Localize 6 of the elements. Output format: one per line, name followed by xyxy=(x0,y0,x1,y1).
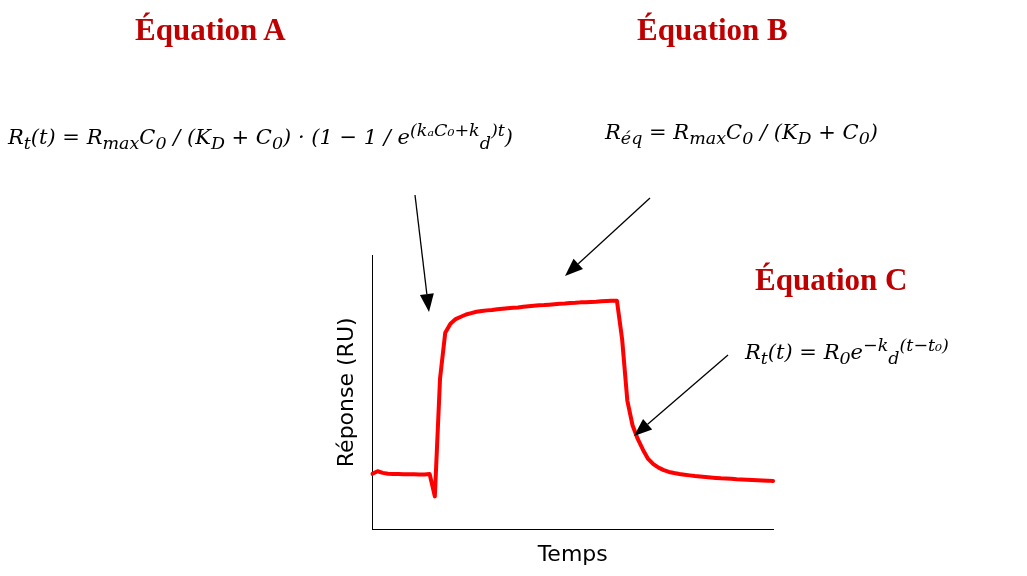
text: R$_{éq}$ = R$_{max}$C$_{0}$ / (K$_{D}$ + C$_{0}$) xyxy=(605,120,878,149)
x-axis-title: Temps xyxy=(536,540,608,566)
text: Équation A xyxy=(135,12,286,48)
text: Équation B xyxy=(637,12,788,48)
y-axis-title: Réponse (RU) xyxy=(332,317,358,468)
text: Équation C xyxy=(755,262,908,298)
